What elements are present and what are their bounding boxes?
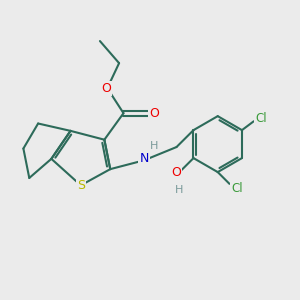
Text: O: O (171, 166, 181, 179)
Text: O: O (149, 107, 159, 120)
Text: S: S (77, 179, 85, 192)
Text: H: H (175, 185, 183, 196)
Text: H: H (150, 141, 159, 151)
Text: Cl: Cl (255, 112, 267, 125)
Text: O: O (101, 82, 111, 95)
Text: Cl: Cl (231, 182, 243, 195)
Text: N: N (140, 152, 149, 165)
